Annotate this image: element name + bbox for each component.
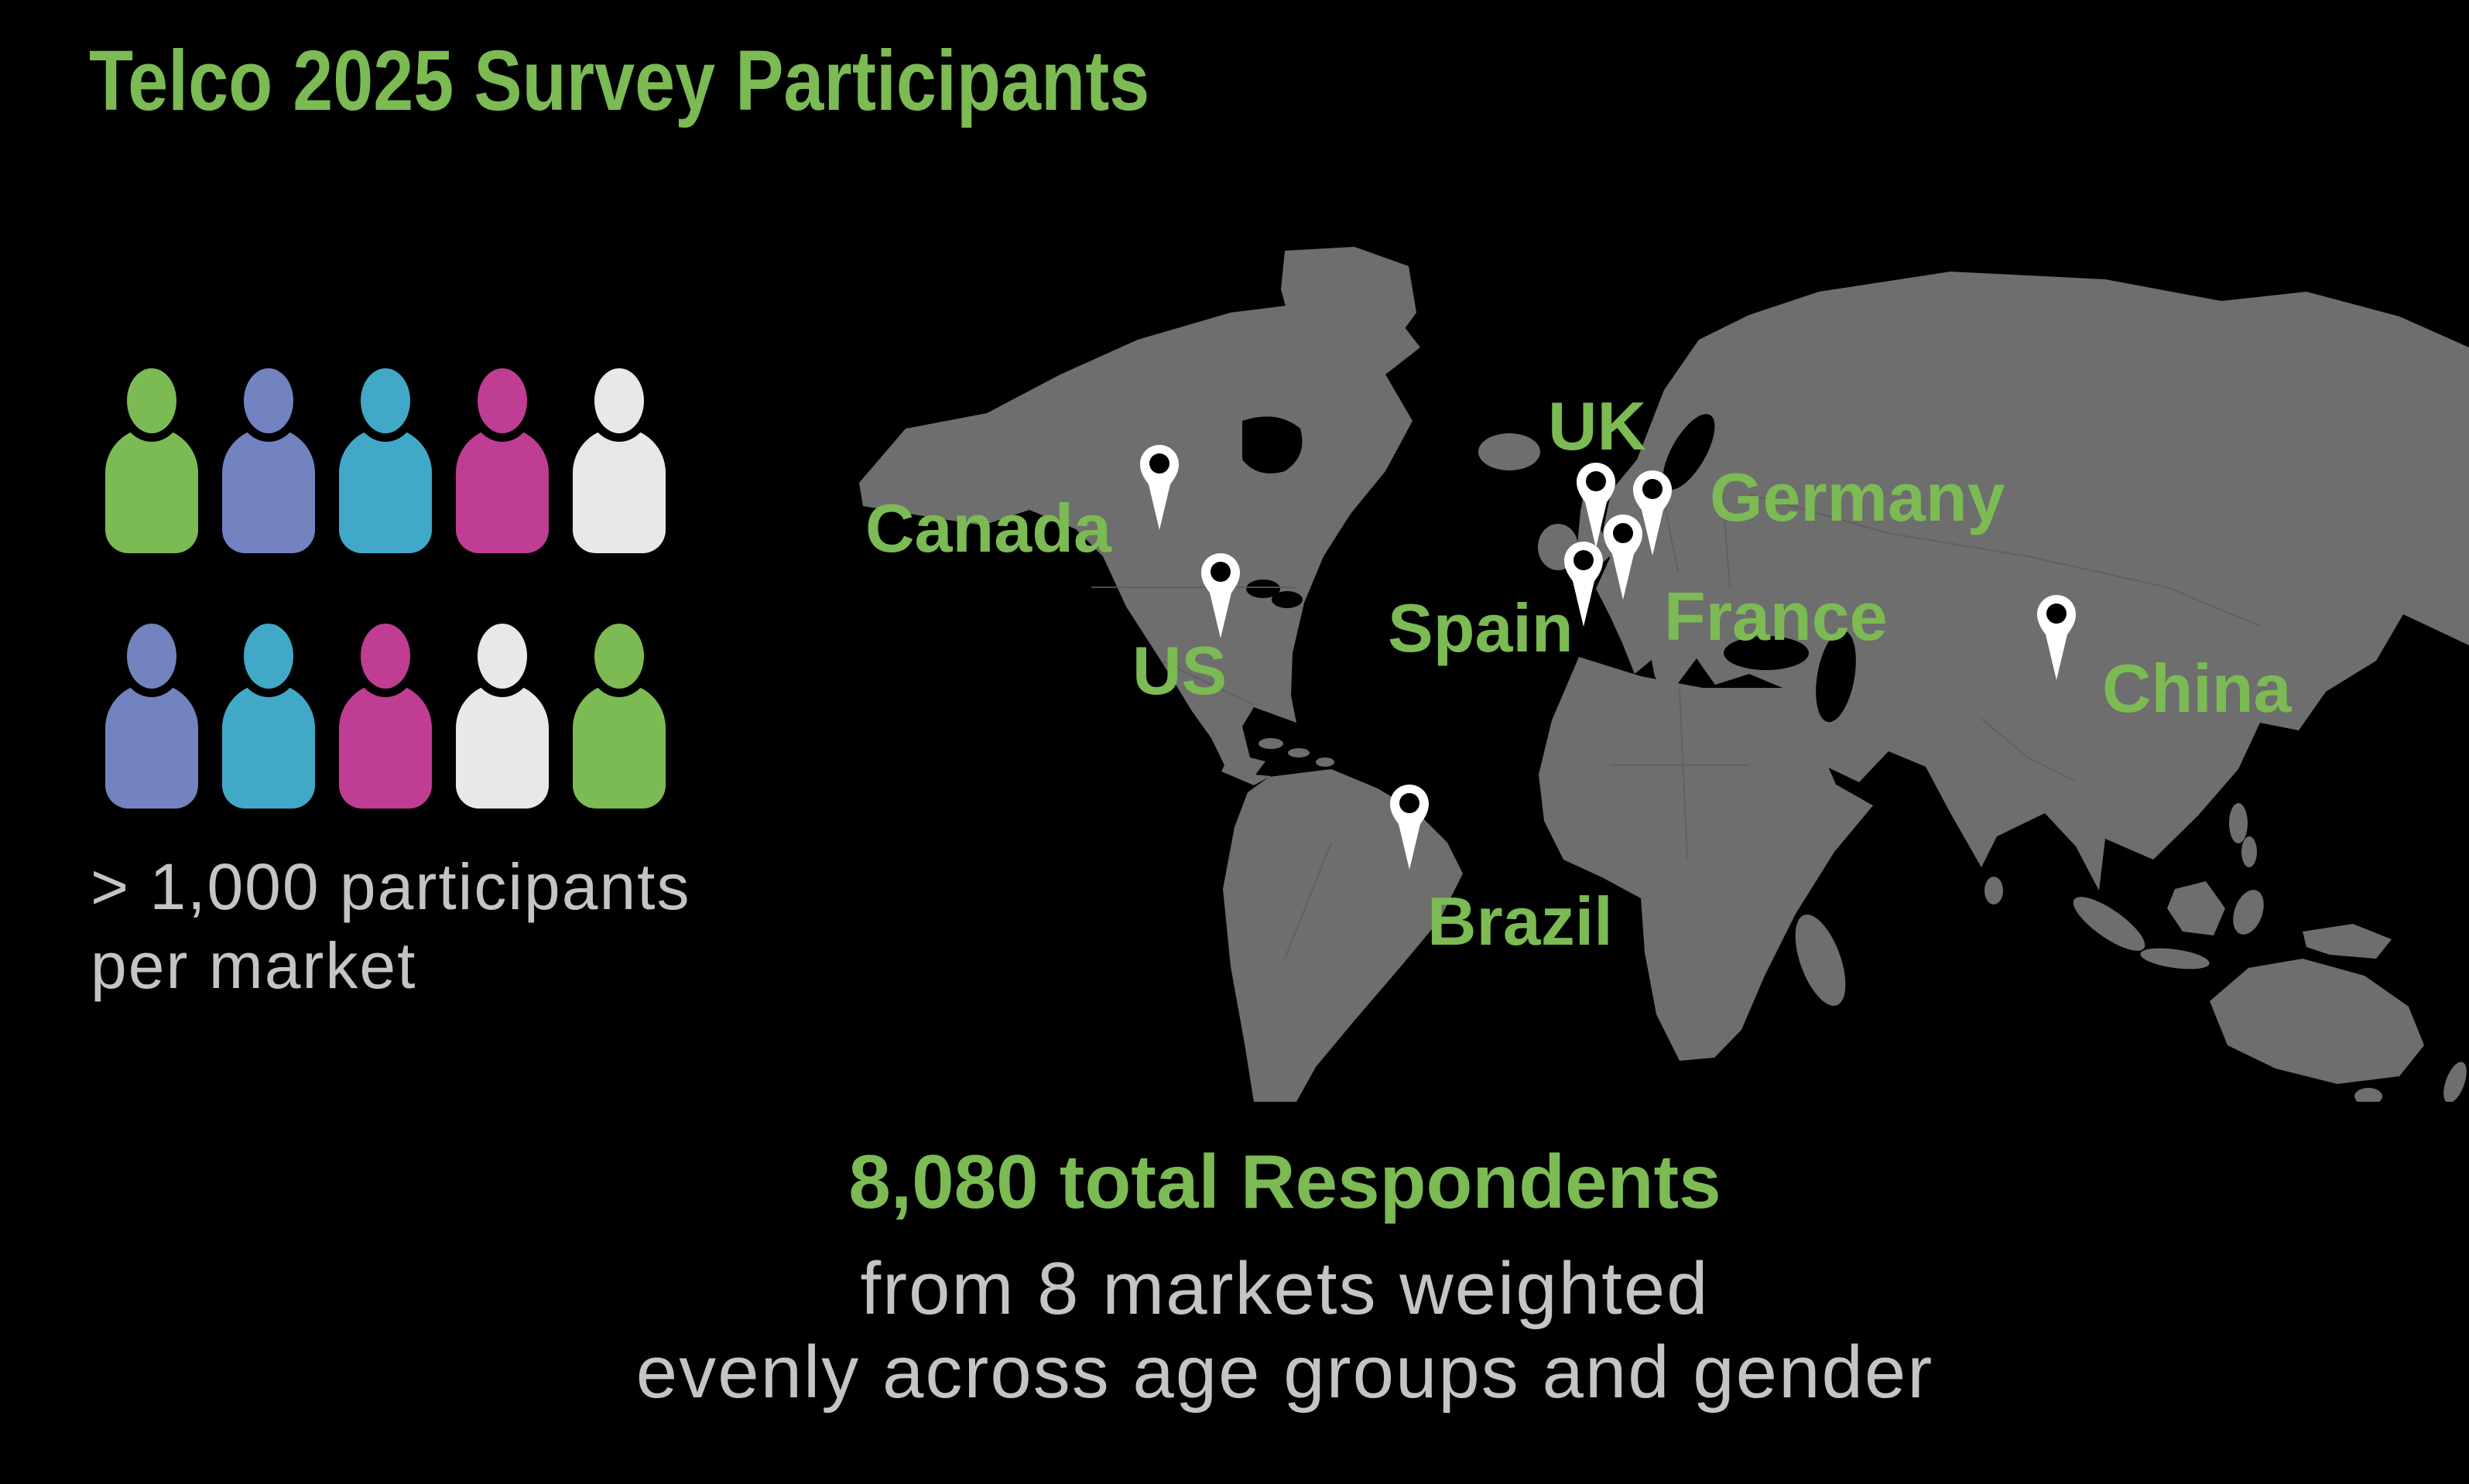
map-pin-us — [1199, 551, 1242, 641]
person-torso — [573, 428, 666, 553]
person-head — [235, 615, 302, 697]
person-icon-cyan — [337, 360, 433, 553]
person-head — [118, 360, 185, 442]
country-label-spain: Spain — [1388, 590, 1574, 666]
footer-summary: 8,080 total Respondents from 8 markets w… — [101, 1144, 2469, 1415]
world-map — [859, 247, 2469, 1102]
world-map-area: Canada US Brazil UK Spain France Germany China — [789, 224, 2469, 1102]
total-respondents-headline: 8,080 total Respondents — [848, 1139, 1721, 1224]
person-icon-green — [104, 360, 200, 553]
person-head — [469, 360, 536, 442]
person-head — [469, 615, 536, 697]
person-torso — [573, 683, 666, 809]
person-torso — [105, 683, 198, 809]
footer-line2: evenly across age groups and gender — [635, 1331, 1934, 1414]
person-head — [235, 360, 302, 442]
country-label-germany: Germany — [1710, 459, 2005, 535]
person-torso — [222, 683, 315, 809]
person-torso — [339, 683, 432, 809]
country-label-china: China — [2102, 650, 2292, 727]
person-icon-indigo — [104, 615, 200, 809]
map-pin-france — [1601, 512, 1645, 602]
person-head — [352, 615, 419, 697]
greenland — [1281, 247, 1416, 367]
participants-note: > 1,000 participants per market — [91, 847, 691, 1006]
person-icon-magenta — [337, 615, 433, 809]
japan — [2299, 552, 2338, 661]
continent-australia — [2210, 959, 2424, 1084]
map-pin-china — [2035, 593, 2078, 682]
map-pin-germany — [1631, 468, 1674, 558]
map-pin-canada — [1138, 443, 1181, 532]
person-head — [352, 360, 419, 442]
map-pin-uk — [1574, 460, 1618, 550]
person-torso — [222, 428, 315, 553]
person-head — [586, 615, 652, 697]
map-pin-brazil — [1388, 782, 1431, 872]
footer-line1: from 8 markets weighted — [860, 1247, 1710, 1330]
person-head — [118, 615, 185, 697]
person-icon-magenta — [454, 360, 550, 553]
continent-south-america — [1223, 769, 1463, 1102]
person-icon-indigo — [221, 360, 317, 553]
country-label-brazil: Brazil — [1427, 883, 1613, 959]
person-torso — [456, 428, 549, 553]
map-pin-spain — [1562, 539, 1605, 629]
person-icon-green — [571, 615, 667, 809]
person-icon-cyan — [221, 615, 317, 809]
person-icon-white — [571, 360, 667, 553]
country-label-france: France — [1664, 578, 1888, 655]
page-title: Telco 2025 Survey Participants — [89, 33, 1150, 128]
person-torso — [456, 683, 549, 809]
participants-note-line1: > 1,000 participants — [91, 850, 691, 923]
continent-africa — [1539, 657, 1873, 1061]
person-torso — [339, 428, 432, 553]
person-icon-white — [454, 615, 550, 809]
participants-note-line2: per market — [91, 929, 417, 1003]
country-label-uk: UK — [1548, 388, 1647, 464]
country-label-canada: Canada — [865, 490, 1111, 566]
person-head — [586, 360, 652, 442]
country-label-us: US — [1132, 632, 1228, 709]
person-torso — [105, 428, 198, 553]
